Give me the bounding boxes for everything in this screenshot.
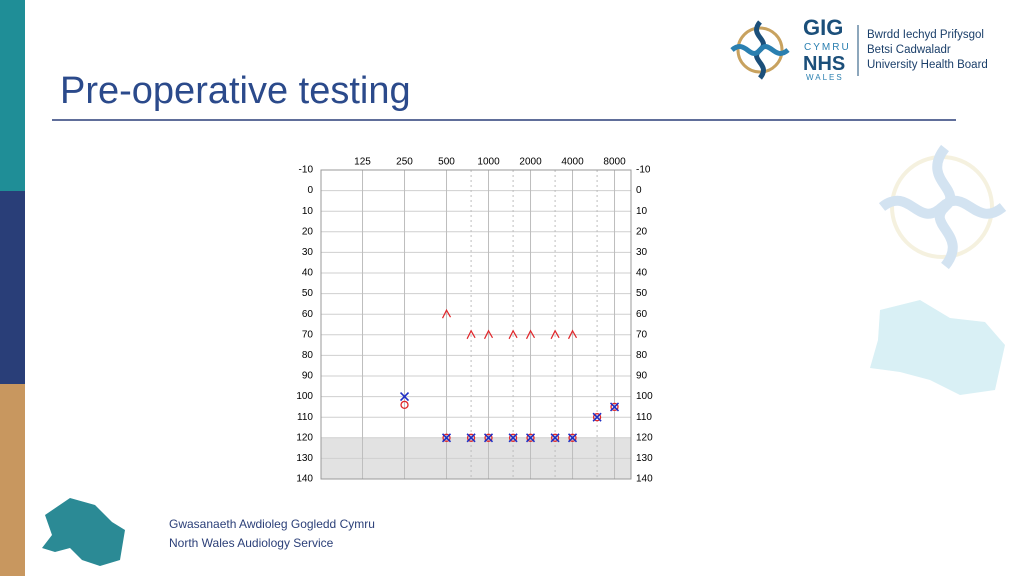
- y-tick-label: 70: [302, 329, 314, 340]
- marker-circle: [484, 433, 493, 442]
- footer-map: [42, 498, 125, 566]
- bar-navy: [0, 191, 25, 384]
- marker-bone: [550, 329, 560, 340]
- y-tick-label: 80: [302, 350, 314, 361]
- marker-bone: [466, 329, 476, 340]
- y-tick-label-right: 30: [636, 247, 648, 258]
- marker-cross: [567, 433, 578, 443]
- x-tick-label: 2000: [519, 157, 542, 168]
- marker-circle: [508, 433, 518, 442]
- marker-cross: [399, 392, 410, 402]
- marker-cross: [609, 402, 620, 412]
- y-tick-label-right: 10: [636, 206, 648, 217]
- marker-circle: [568, 433, 577, 442]
- logo-board-1: Bwrdd Iechyd Prifysgol: [867, 29, 984, 41]
- marker-bone: [441, 308, 452, 319]
- x-tick-label: 250: [396, 157, 413, 168]
- y-tick-label-right: 130: [636, 453, 653, 464]
- bar-teal: [0, 0, 25, 191]
- y-tick-label-right: 100: [636, 391, 653, 402]
- y-tick-label-right: 120: [636, 432, 653, 443]
- marker-circle: [466, 433, 476, 442]
- logo-board-2: Betsi Cadwaladr: [867, 44, 951, 56]
- y-tick-label-right: 140: [636, 474, 653, 485]
- marker-cross: [466, 433, 476, 443]
- marker-cross: [550, 433, 560, 443]
- marker-circle: [550, 433, 560, 442]
- footer-line-1: Gwasanaeth Awdioleg Gogledd Cymru: [169, 517, 375, 531]
- logo-cymru: CYMRU: [804, 42, 851, 53]
- logo-nhs: NHS: [803, 53, 845, 75]
- logo-wales: WALES: [806, 73, 844, 82]
- logo-gig: GIG: [803, 15, 843, 40]
- logo-board-3: University Health Board: [867, 59, 988, 71]
- y-tick-label-right: 40: [636, 268, 648, 279]
- y-tick-label: 90: [302, 371, 314, 382]
- y-tick-label: 10: [302, 206, 314, 217]
- y-tick-label: 40: [302, 268, 314, 279]
- title: Pre-operative testing: [60, 70, 411, 112]
- x-tick-label: 125: [354, 157, 371, 168]
- y-tick-label: 60: [302, 309, 314, 320]
- x-tick-label: 4000: [561, 157, 584, 168]
- y-tick-label-right: 60: [636, 309, 648, 320]
- bar-tan: [0, 384, 25, 576]
- y-tick-label: 140: [296, 474, 313, 485]
- y-tick-label-right: 90: [636, 371, 648, 382]
- y-tick-label-right: 50: [636, 288, 648, 299]
- y-tick-label-right: 0: [636, 185, 642, 196]
- y-tick-label: 20: [302, 226, 314, 237]
- marker-circle: [610, 402, 619, 412]
- y-tick-label-right: 70: [636, 329, 648, 340]
- footer-line-2: North Wales Audiology Service: [169, 536, 334, 550]
- y-tick-label: 130: [296, 453, 313, 464]
- x-tick-label: 500: [438, 157, 455, 168]
- y-tick-label: 0: [307, 185, 313, 196]
- y-tick-label: -10: [299, 165, 314, 176]
- deco-knot: [878, 144, 1007, 270]
- y-tick-label-right: 80: [636, 350, 648, 361]
- deco-map: [870, 300, 1005, 395]
- y-tick-label-right: 20: [636, 226, 648, 237]
- x-tick-label: 1000: [477, 157, 500, 168]
- marker-bone: [567, 329, 578, 340]
- marker-cross: [592, 412, 602, 422]
- marker-circle: [400, 400, 409, 409]
- marker-bone: [525, 329, 536, 340]
- marker-bone: [508, 329, 518, 340]
- y-tick-label: 110: [297, 412, 313, 423]
- logo-knot: [730, 20, 790, 80]
- y-tick-label: 30: [302, 247, 314, 258]
- y-tick-label: 120: [296, 432, 313, 443]
- marker-circle: [592, 413, 602, 422]
- y-tick-label: 100: [296, 391, 313, 402]
- marker-circle: [442, 433, 451, 442]
- marker-cross: [441, 433, 452, 443]
- plot-frame: [320, 169, 632, 480]
- y-tick-label: 50: [302, 288, 314, 299]
- marker-cross: [508, 433, 518, 443]
- x-tick-label: 8000: [603, 157, 626, 168]
- marker-circle: [526, 433, 535, 442]
- marker-bone: [483, 329, 494, 340]
- marker-cross: [525, 433, 536, 443]
- marker-cross: [483, 433, 494, 443]
- y-tick-label-right: 110: [636, 412, 652, 423]
- y-tick-label-right: -10: [636, 165, 651, 176]
